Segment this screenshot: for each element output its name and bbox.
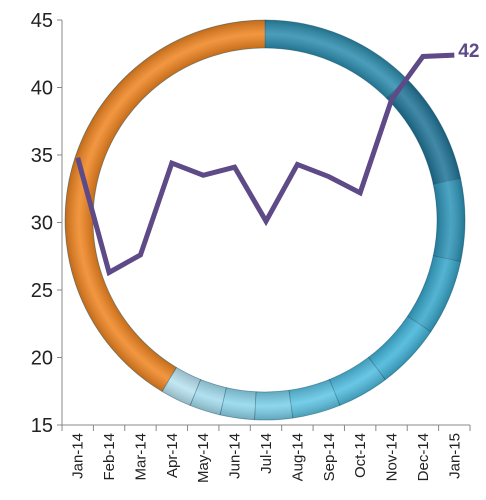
x-tick-label: May-14 bbox=[195, 433, 212, 483]
y-tick-label: 20 bbox=[31, 348, 53, 370]
x-tick-label: Apr-14 bbox=[164, 433, 181, 478]
data-label: 42 bbox=[458, 41, 479, 62]
x-tick-label: Jan-14 bbox=[70, 433, 87, 479]
x-tick-label: Mar-14 bbox=[132, 433, 149, 481]
x-tick-label: Jul-14 bbox=[258, 433, 275, 474]
y-tick-label: 40 bbox=[31, 78, 53, 100]
x-tick-label: Jan-15 bbox=[446, 433, 463, 479]
decorative-ring bbox=[64, 19, 466, 421]
x-tick-label: Nov-14 bbox=[384, 433, 401, 481]
x-tick-label: Oct-14 bbox=[352, 433, 369, 478]
x-tick-label: Dec-14 bbox=[415, 433, 432, 481]
x-tick-label: Jun-14 bbox=[227, 433, 244, 479]
line bbox=[75, 52, 455, 277]
y-tick-label: 15 bbox=[31, 415, 53, 437]
y-tick-label: 25 bbox=[31, 280, 53, 302]
y-tick-label: 45 bbox=[31, 10, 53, 32]
y-tick-label: 30 bbox=[31, 213, 53, 235]
x-tick-label: Feb-14 bbox=[101, 433, 118, 481]
x-tick-label: Aug-14 bbox=[289, 433, 306, 481]
x-tick-label: Sep-14 bbox=[321, 433, 338, 481]
y-tick-label: 35 bbox=[31, 145, 53, 167]
